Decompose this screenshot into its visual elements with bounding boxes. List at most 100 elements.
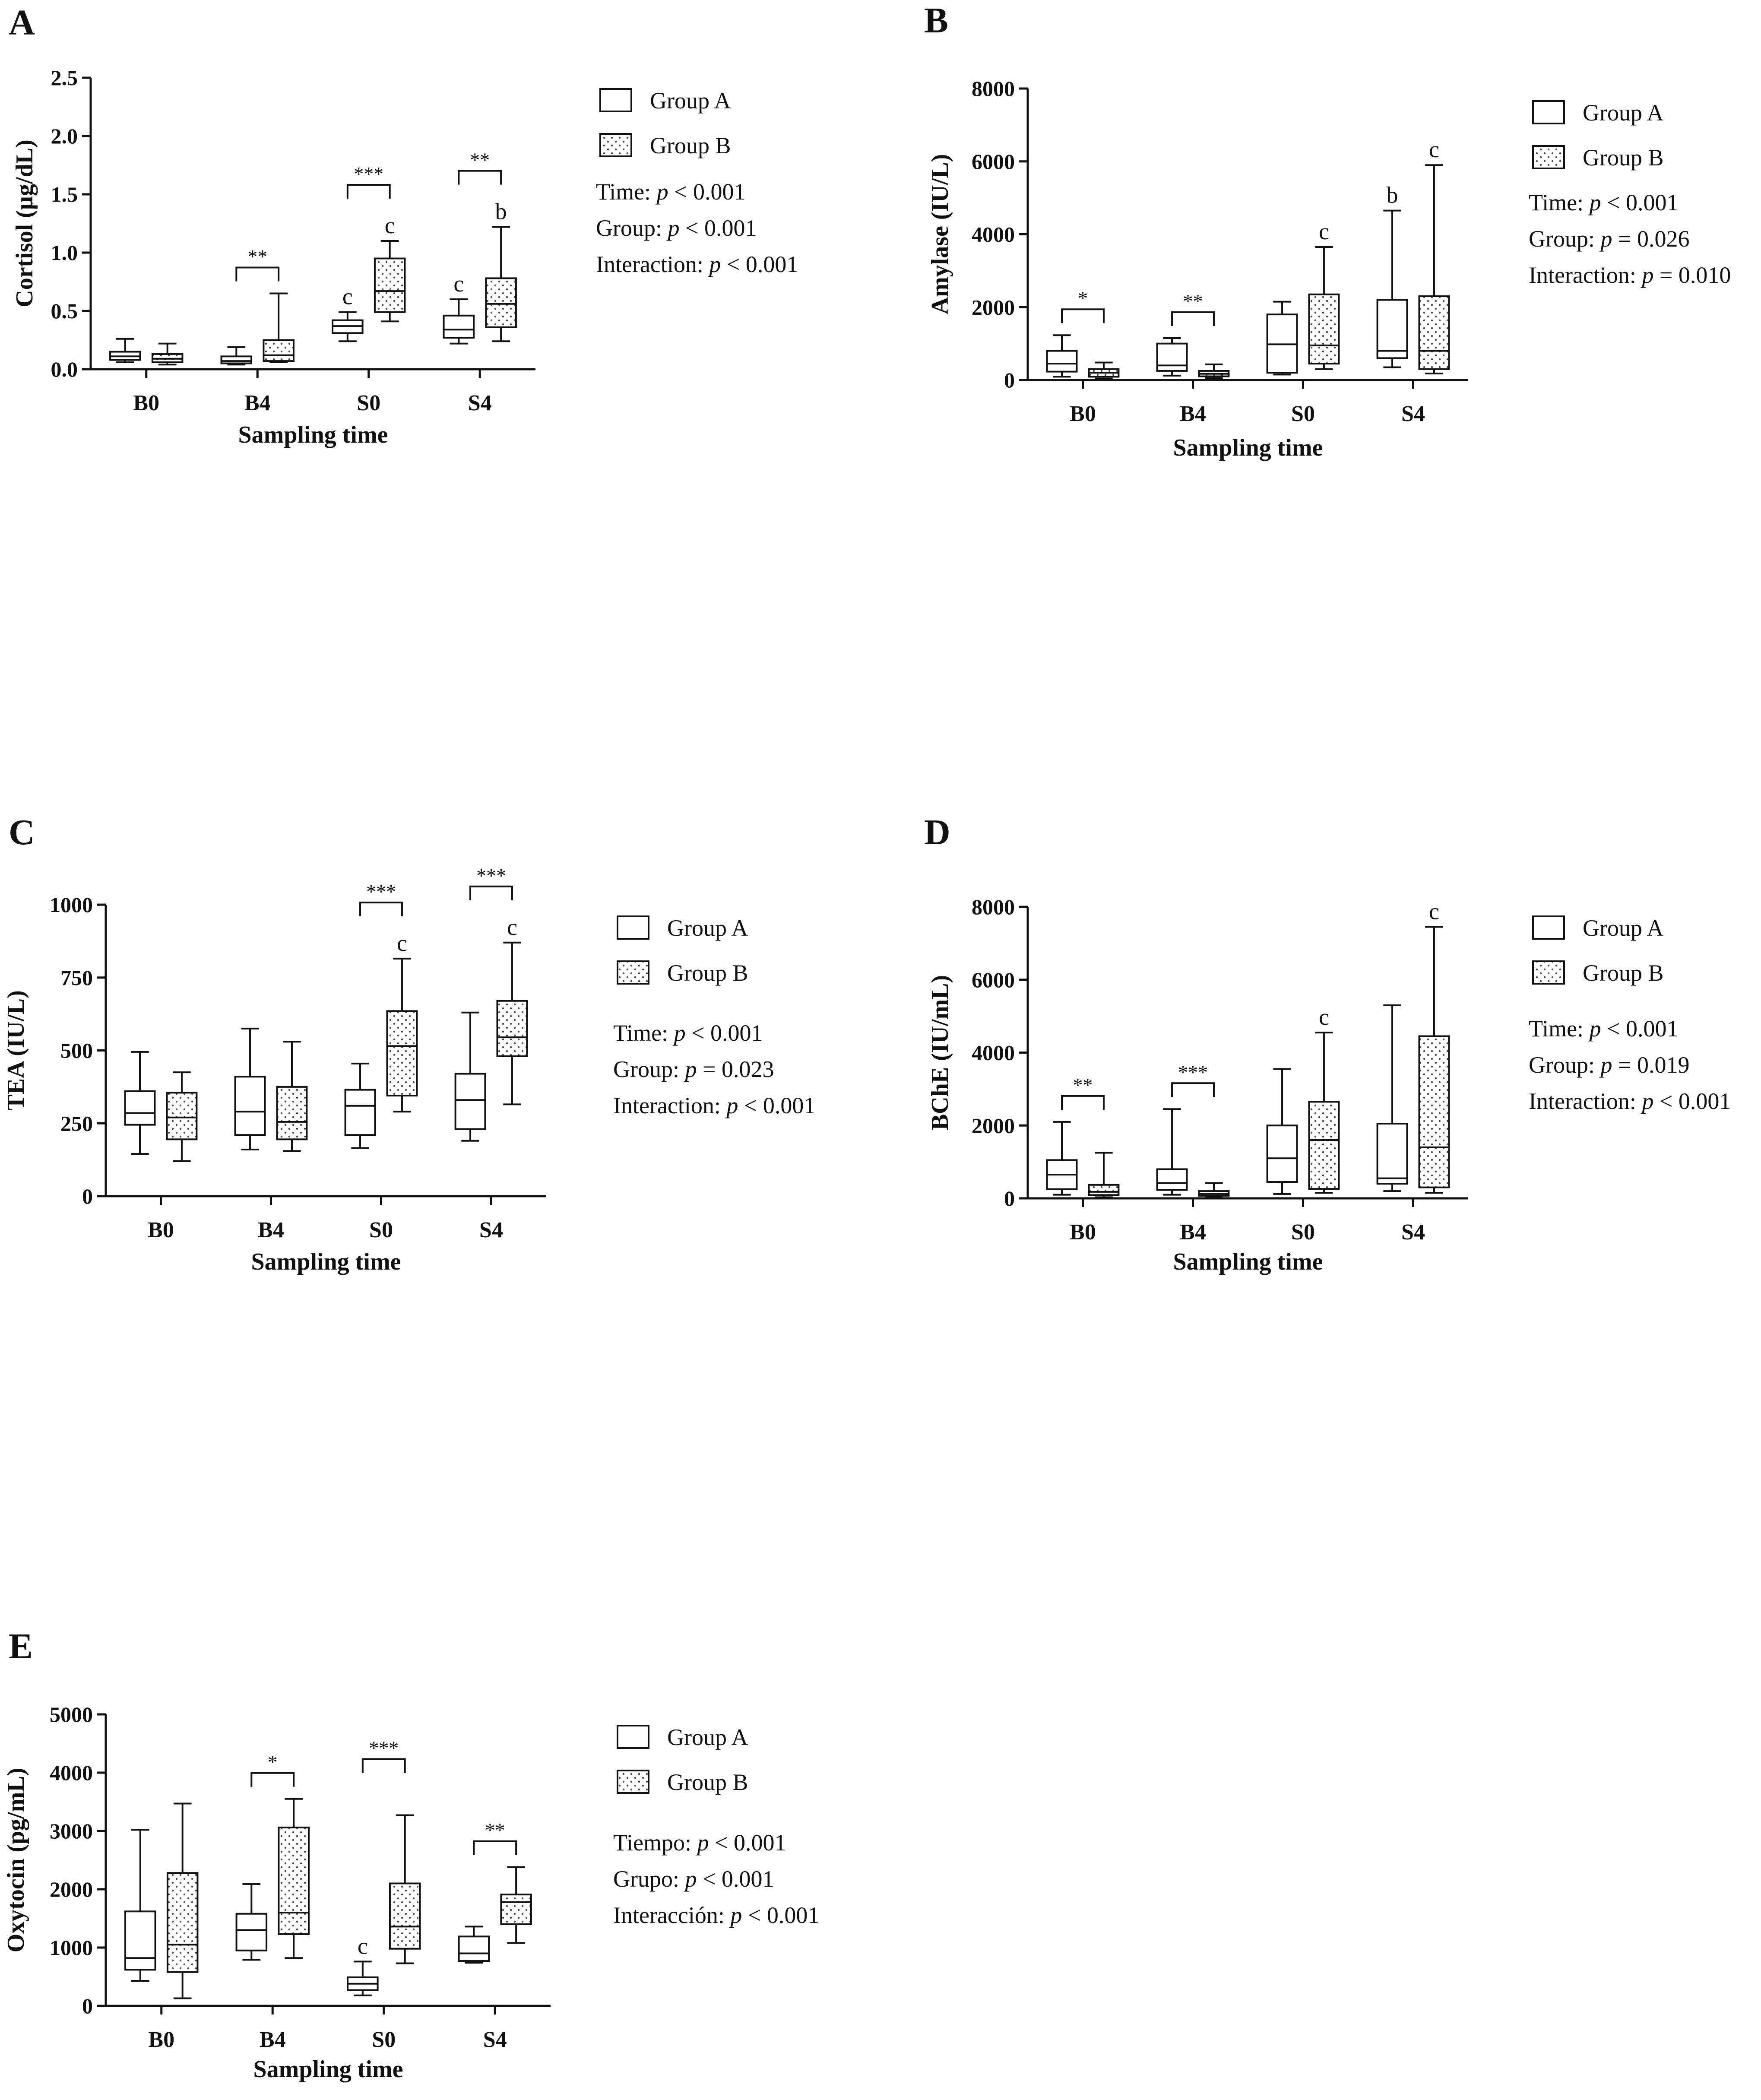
panel-e-y-tick-label: 1000 (50, 1935, 93, 1960)
panel-c-letter: C (9, 812, 35, 852)
panel-b-legend-label-group-a: Group A (1583, 100, 1664, 126)
panel-a-y-tick-label: 0.0 (51, 357, 78, 381)
panel-d-legend-swatch-group-a (1532, 915, 1565, 940)
panel-c-y-tick-label: 0 (82, 1184, 93, 1208)
panel-c-legend: Group A Group B (617, 915, 748, 986)
panel-a-letter-s0-group-a: c (342, 284, 353, 310)
panel-d-x-tick-label-s0: S0 (1291, 1220, 1315, 1245)
panel-c-legend-label-group-b: Group B (667, 960, 748, 986)
panel-c-y-tick-label: 500 (60, 1039, 93, 1063)
panel-d: D 0 2000 4000 6000 8000 B0 B4 S0 S4 Sampling time B… (924, 812, 1731, 1275)
panel-a-box-s0-group-b (374, 240, 406, 323)
panel-b-y-tick-label: 4000 (972, 222, 1015, 247)
panel-e-letter: E (9, 1626, 33, 1666)
panel-e-legend-label-group-a: Group A (667, 1724, 748, 1750)
panel-a-legend-swatch-group-a (599, 88, 632, 112)
panel-b-y-tick-label: 8000 (972, 76, 1015, 101)
panel-a-stat-line: Interaction: p < 0.001 (596, 251, 798, 277)
panel-d-box-s0-group-b (1308, 1032, 1340, 1194)
panel-d-x-axis-title: Sampling time (1173, 1248, 1323, 1275)
panel-b-sig-label: * (1078, 287, 1088, 309)
panel-e-legend-swatch-group-a (617, 1725, 649, 1749)
panel-a-sig-label: *** (354, 163, 383, 185)
panel-d-sig-label: *** (1178, 1061, 1208, 1083)
panel-b-box-s4-group-b (1418, 164, 1450, 374)
panel-c-y-tick-label: 750 (60, 966, 93, 990)
panel-b-box-s0-group-a (1266, 301, 1298, 376)
panel-e-y-axis-title: Oxytocin (pg/mL) (3, 1768, 29, 1953)
panel-c-stats: Time: p < 0.001 Group: p = 0.023 Interacti… (613, 1020, 815, 1118)
panel-e-y-tick-label: 3000 (50, 1819, 93, 1843)
panel-e-box-s0-group-b (389, 1814, 421, 1964)
panel-e-box-b4-group-a (235, 1883, 268, 1961)
panel-d-x-tick-label-b0: B0 (1070, 1220, 1096, 1245)
panel-a-legend-swatch-group-b (599, 133, 632, 157)
panel-b-legend: Group A Group B (1532, 100, 1664, 171)
panel-b-letter: B (924, 0, 948, 41)
panel-c-box-b0-group-b (166, 1071, 198, 1162)
panel-c-legend-swatch-group-b (617, 960, 649, 985)
panel-d-x-tick-label-s4: S4 (1401, 1220, 1425, 1245)
panel-e-sig-label: *** (369, 1737, 399, 1759)
panel-b-letter-s4-group-a: b (1387, 182, 1398, 208)
panel-a-box-b0-group-b (151, 342, 184, 366)
panel-e-y-tick-label: 2000 (50, 1877, 93, 1901)
panel-a-letter-s4-group-b: b (495, 199, 507, 225)
panel-a-stat-line: Group: p < 0.001 (596, 215, 757, 241)
panel-c-box-s4-group-a (454, 1011, 486, 1142)
panel-e-box-s4-group-b (500, 1866, 532, 1944)
panel-c-y-tick-label: 250 (60, 1111, 93, 1135)
panel-d-legend-label-group-a: Group A (1583, 915, 1664, 941)
panel-c-x-tick-label-s4: S4 (479, 1218, 503, 1242)
panel-a-sig-bracket-s4: ** (458, 149, 502, 185)
panel-b-box-b0-group-b (1088, 361, 1120, 380)
panel-c-x-axis-title: Sampling time (251, 1248, 401, 1275)
panel-b-x-tick-label-s4: S4 (1401, 402, 1425, 426)
panel-c-box-b4-group-a (234, 1027, 266, 1150)
panel-a: A 0.0 0.5 1.0 1.5 2.0 2.5 B0 B4 S0 S4 Sampling time… (9, 3, 798, 448)
panel-d-y-tick-label: 6000 (972, 968, 1015, 992)
panel-e-sig-bracket-s0: *** (361, 1737, 406, 1773)
panel-c-sig-label: *** (366, 881, 396, 903)
panel-b-box-b4-group-b (1198, 363, 1230, 379)
panel-c-letter-s4-group-b: c (507, 914, 517, 940)
panel-a-legend: Group A Group B (599, 88, 731, 158)
panel-d-box-b4-group-a (1156, 1108, 1188, 1196)
panel-c-stat-line: Group: p = 0.023 (613, 1056, 774, 1082)
panel-b-letter-s4-group-b: c (1429, 136, 1439, 162)
panel-b-y-tick-label: 2000 (972, 295, 1015, 319)
panel-b-box-s0-group-b (1308, 246, 1340, 370)
panel-e-box-s4-group-a (458, 1926, 490, 1964)
panel-e-sig-bracket-s4: ** (473, 1819, 517, 1855)
panel-b-stat-line: Group: p = 0.026 (1529, 226, 1689, 252)
panel-a-letter-s4-group-a: c (453, 271, 464, 297)
panel-e-x-tick-label-s0: S0 (372, 2027, 396, 2052)
panel-e-stat-line: Interacción: p < 0.001 (613, 1902, 819, 1928)
panel-a-y-tick-label: 2.0 (51, 124, 78, 148)
panel-d-legend-swatch-group-b (1532, 960, 1565, 985)
panel-e-letter-s0-group-a: c (358, 1933, 368, 1959)
panel-a-x-tick-label-s4: S4 (468, 391, 492, 415)
panel-c-y-axis-title: TEA (IU/L) (3, 990, 29, 1111)
panel-c-sig-label: *** (476, 865, 506, 887)
panel-a-legend-label-group-a: Group A (650, 88, 731, 114)
panel-d-letter-s4-group-b: c (1429, 898, 1439, 924)
panel-a-x-axis-title: Sampling time (238, 421, 388, 448)
panel-a-box-s4-group-a (443, 298, 475, 345)
panel-d-y-tick-label: 2000 (972, 1113, 1015, 1137)
panel-e-legend: Group A Group B (617, 1724, 748, 1795)
panel-b-legend-swatch-group-b (1532, 145, 1565, 169)
panel-b-x-axis-title: Sampling time (1173, 434, 1323, 461)
panel-e-y-tick-label: 0 (82, 1994, 93, 2018)
panel-b-sig-bracket-b0: * (1061, 287, 1105, 323)
panel-e-legend-label-group-b: Group B (667, 1769, 748, 1795)
panel-b-legend-swatch-group-a (1532, 100, 1565, 124)
panel-d-y-axis-title: BChE (IU/mL) (927, 975, 953, 1130)
panel-c-legend-swatch-group-a (617, 915, 649, 940)
panel-e-box-b0-group-b (166, 1802, 199, 1999)
panel-a-x-tick-label-b0: B0 (133, 391, 159, 415)
panel-d-letter: D (924, 812, 950, 852)
panel-b-y-tick-label: 6000 (972, 149, 1015, 174)
panel-c-box-b0-group-a (124, 1051, 156, 1155)
panel-a-x-tick-label-s0: S0 (357, 391, 380, 415)
